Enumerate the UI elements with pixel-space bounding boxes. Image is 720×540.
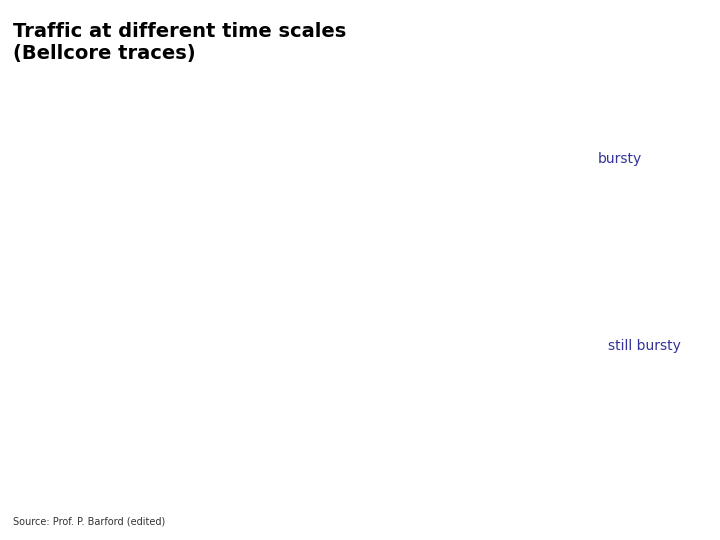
Text: Source: Prof. P. Barford (edited): Source: Prof. P. Barford (edited) [13,516,165,526]
Text: bursty: bursty [598,152,642,166]
Text: Traffic at different time scales
(Bellcore traces): Traffic at different time scales (Bellco… [13,22,346,63]
Text: still bursty: still bursty [608,339,681,353]
